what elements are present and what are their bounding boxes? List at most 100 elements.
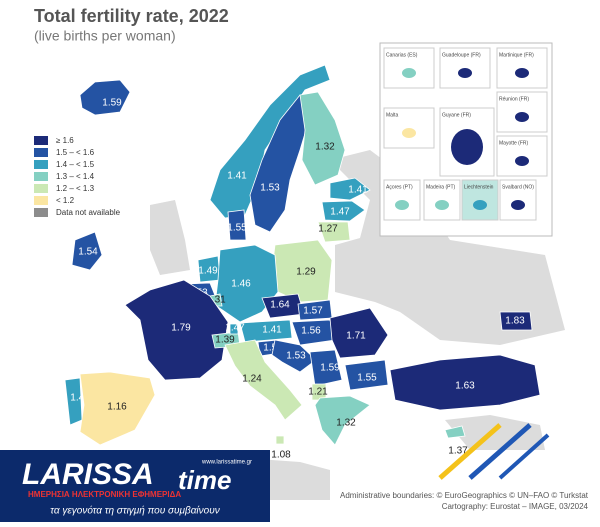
decor-stripe: [498, 433, 550, 480]
country-value: 1.24: [242, 374, 262, 385]
logo-name: LARISSA: [22, 458, 154, 491]
country-value: 1.08: [271, 450, 291, 461]
country: [321, 200, 366, 222]
country-value: 1.64: [270, 300, 290, 311]
inset-shape: [451, 129, 483, 165]
country-value: 1.39: [215, 335, 235, 346]
inset-shape: [473, 200, 487, 210]
country-value: 1.83: [505, 316, 525, 327]
legend-label: 1.2 – < 1.3: [56, 184, 95, 193]
inset-shape: [402, 68, 416, 78]
country: [275, 435, 285, 445]
non-data-land: [150, 200, 190, 275]
country-value: 1.41: [348, 185, 368, 196]
inset-label: Mayotte (FR): [499, 140, 529, 146]
legend-swatch: [34, 136, 48, 145]
country-value: 1.57: [303, 306, 323, 317]
legend-label: 1.3 – < 1.4: [56, 172, 95, 181]
inset-shape: [515, 68, 529, 78]
country: [309, 349, 343, 387]
country-value: 1.21: [308, 387, 328, 398]
logo-name2: time: [178, 465, 231, 495]
country-value: 1.47: [225, 323, 245, 334]
credit: Cartography: Eurostat – IMAGE, 03/2024: [442, 502, 589, 511]
inset-label: Svalbard (NO): [502, 184, 534, 190]
inset-label: Guadeloupe (FR): [442, 52, 481, 58]
inset-label: Liechtenstein: [464, 184, 494, 190]
country-value: 1.79: [171, 323, 191, 334]
inset-shape: [458, 68, 472, 78]
country-value: 1.49: [198, 266, 218, 277]
logo-slogan: τα γεγονότα τη στιγμή που συμβαίνουν: [50, 505, 219, 517]
legend-label: < 1.2: [56, 196, 75, 205]
logo-box: [0, 450, 270, 522]
logo-url: www.larissatime.gr: [201, 460, 252, 466]
country-value: 1.71: [346, 331, 366, 342]
inset-shape: [515, 156, 529, 166]
country: [71, 231, 103, 271]
inset-label: Canarias (ES): [386, 52, 418, 58]
country-value: 1.63: [455, 381, 475, 392]
country-value: 1.53: [260, 183, 280, 194]
country-value: 1.55: [357, 373, 377, 384]
country: [214, 244, 279, 323]
country: [229, 323, 239, 335]
country: [271, 339, 317, 373]
inset-shape: [515, 112, 529, 122]
country-value: 1.41: [262, 325, 282, 336]
country-value: 1.31: [206, 295, 226, 306]
country: [344, 359, 389, 391]
legend-swatch: [34, 160, 48, 169]
country: [444, 425, 466, 439]
inset-label: Guyane (FR): [442, 112, 471, 118]
country-value: 1.32: [336, 418, 356, 429]
country-value: 1.59: [102, 98, 122, 109]
country: [299, 91, 346, 186]
inset-label: Açores (PT): [386, 184, 413, 190]
country: [227, 209, 247, 241]
legend-swatch: [34, 172, 48, 181]
legend-swatch: [34, 208, 48, 217]
country-value: 1.16: [107, 402, 127, 413]
country-value: 1.47: [330, 207, 350, 218]
country-value: 1.56: [301, 326, 321, 337]
country-value: 1.29: [296, 267, 316, 278]
credit: Administrative boundaries: © EuroGeograp…: [340, 491, 589, 500]
decor-stripe: [438, 423, 502, 480]
inset-label: Réunion (FR): [499, 96, 529, 102]
country: [224, 339, 303, 421]
legend-swatch: [34, 184, 48, 193]
inset-shape: [511, 200, 525, 210]
inset-label: Madeira (PT): [426, 184, 456, 190]
inset-label: Martinique (FR): [499, 52, 534, 58]
inset-shape: [435, 200, 449, 210]
legend-label: 1.5 – < 1.6: [56, 148, 95, 157]
country: [389, 354, 541, 411]
country-value: 1.37: [448, 446, 468, 457]
country: [239, 319, 293, 343]
country-value: 1.55: [227, 223, 247, 234]
country-value: 1.53: [286, 351, 306, 362]
country: [79, 371, 156, 446]
legend-label: 1.4 – < 1.5: [56, 160, 95, 169]
inset-shape: [402, 128, 416, 138]
country-value: 1.54: [78, 247, 98, 258]
inset-box: [461, 179, 499, 221]
title: Total fertility rate, 2022: [34, 6, 229, 26]
country-value: 1.43: [70, 393, 90, 404]
legend-swatch: [34, 148, 48, 157]
logo-tagline: ΗΜΕΡΗΣΙΑ ΗΛΕΚΤΡΟΝΙΚΗ ΕΦΗΜΕΡΙΔΑ: [28, 490, 181, 499]
country: [79, 79, 131, 116]
country-value: 1.41: [227, 171, 247, 182]
legend-label: Data not available: [56, 208, 121, 217]
country: [317, 221, 351, 243]
country-value: 1.32: [315, 142, 335, 153]
country: [329, 177, 371, 201]
legend-swatch: [34, 196, 48, 205]
legend-label: ≥ 1.6: [56, 136, 74, 145]
decor-stripe: [468, 423, 532, 480]
country-value: 1.59: [320, 363, 340, 374]
country-value: 1.46: [231, 279, 251, 290]
